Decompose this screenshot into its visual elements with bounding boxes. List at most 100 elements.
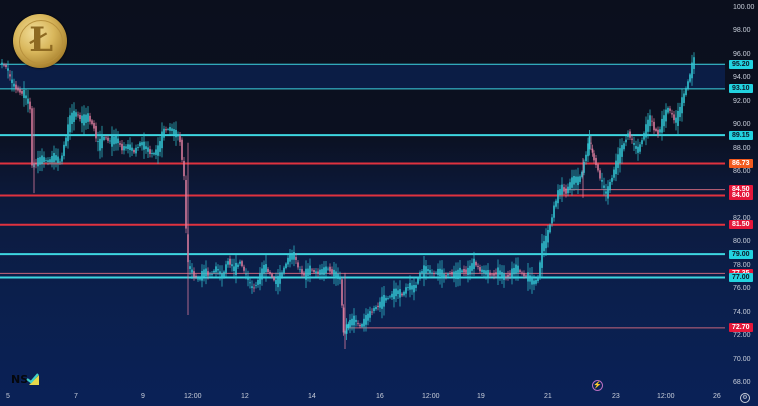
candle bbox=[299, 269, 301, 271]
candle bbox=[433, 273, 435, 275]
candle bbox=[71, 112, 73, 124]
candle bbox=[385, 297, 387, 301]
candle bbox=[125, 146, 127, 149]
candle bbox=[109, 140, 111, 142]
candle bbox=[9, 74, 11, 77]
candle bbox=[249, 282, 251, 284]
candle bbox=[437, 268, 439, 276]
candle bbox=[401, 293, 403, 296]
candle bbox=[389, 296, 391, 298]
candle bbox=[357, 323, 359, 324]
candle bbox=[29, 101, 31, 110]
candle bbox=[493, 273, 495, 276]
candle bbox=[673, 114, 675, 121]
candle bbox=[457, 269, 459, 280]
candle bbox=[323, 267, 325, 275]
candle bbox=[327, 268, 329, 270]
candle bbox=[235, 262, 237, 275]
candle bbox=[179, 135, 181, 143]
candle bbox=[417, 278, 419, 284]
candle bbox=[349, 319, 351, 328]
candle bbox=[325, 266, 327, 274]
gear-settings-icon[interactable]: ⚙ bbox=[740, 393, 750, 403]
lightning-event-icon[interactable]: ⚡ bbox=[592, 380, 603, 391]
candle bbox=[269, 272, 271, 274]
candle bbox=[5, 64, 7, 68]
candle bbox=[13, 83, 15, 87]
candle bbox=[219, 271, 221, 275]
candle bbox=[95, 126, 97, 139]
candle bbox=[563, 187, 565, 192]
candle bbox=[129, 144, 131, 151]
candle bbox=[533, 280, 535, 285]
candle bbox=[277, 276, 279, 288]
candle bbox=[297, 262, 299, 268]
candle bbox=[263, 264, 265, 274]
candle bbox=[393, 288, 395, 300]
candle bbox=[425, 266, 427, 274]
candle bbox=[669, 108, 671, 111]
candle bbox=[590, 142, 592, 144]
candle bbox=[279, 272, 281, 284]
candle bbox=[397, 290, 399, 294]
candle bbox=[289, 254, 291, 262]
candle bbox=[163, 128, 165, 138]
candle bbox=[439, 268, 441, 277]
candle bbox=[293, 251, 295, 260]
price-level-tag: 84.50 bbox=[729, 185, 753, 195]
candle bbox=[245, 273, 247, 275]
candle bbox=[45, 159, 47, 161]
candle bbox=[23, 89, 25, 98]
candle bbox=[83, 114, 85, 126]
candle bbox=[337, 273, 339, 279]
candle bbox=[509, 273, 511, 276]
candle bbox=[547, 230, 549, 243]
candle bbox=[479, 267, 481, 272]
candle bbox=[383, 294, 385, 307]
candle bbox=[259, 273, 261, 285]
candle bbox=[207, 271, 209, 276]
candle bbox=[593, 153, 595, 161]
candle bbox=[115, 135, 117, 144]
candle bbox=[311, 269, 313, 271]
candle bbox=[271, 273, 273, 278]
candle bbox=[85, 114, 87, 123]
candle bbox=[313, 270, 315, 273]
candle bbox=[693, 57, 695, 69]
candle bbox=[665, 109, 667, 122]
candle bbox=[451, 271, 453, 275]
x-tick-label: 5 bbox=[6, 393, 10, 400]
candle bbox=[273, 277, 275, 281]
candle bbox=[239, 261, 241, 264]
x-tick-label: 19 bbox=[477, 393, 485, 400]
candle bbox=[511, 268, 513, 278]
candle bbox=[355, 319, 357, 322]
x-tick-label: 12:00 bbox=[657, 393, 675, 400]
x-tick-label: 26 bbox=[713, 393, 721, 400]
candle bbox=[183, 160, 185, 177]
candle bbox=[633, 143, 635, 145]
candle bbox=[601, 180, 603, 182]
candle bbox=[97, 141, 99, 143]
candle bbox=[485, 270, 487, 275]
x-tick-label: 12:00 bbox=[422, 393, 440, 400]
candle bbox=[211, 273, 213, 275]
candle bbox=[121, 143, 123, 151]
candle bbox=[675, 117, 677, 123]
candle bbox=[7, 68, 9, 71]
candle bbox=[81, 115, 83, 124]
candle bbox=[367, 313, 369, 321]
y-tick-label: 82.00 bbox=[733, 214, 751, 222]
candle bbox=[663, 115, 665, 127]
candle bbox=[527, 272, 529, 282]
candle bbox=[119, 143, 121, 145]
candle bbox=[443, 273, 445, 278]
price-level-tag: 89.15 bbox=[729, 130, 753, 140]
y-tick-label: 76.00 bbox=[733, 285, 751, 293]
candle bbox=[295, 257, 297, 260]
candle bbox=[159, 141, 161, 152]
candle bbox=[571, 177, 573, 188]
candle bbox=[73, 110, 75, 122]
